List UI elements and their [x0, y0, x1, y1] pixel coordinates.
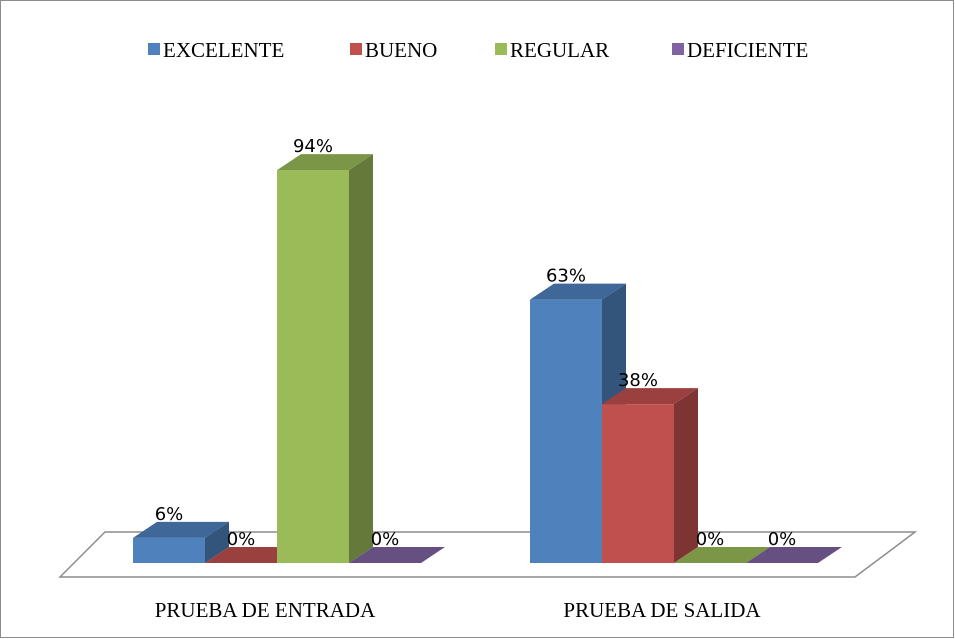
legend-swatch: [350, 43, 362, 55]
legend-label: REGULAR: [510, 38, 609, 62]
bar-top: [277, 154, 373, 171]
value-label: 0%: [371, 529, 400, 550]
bar-front: [530, 299, 602, 563]
category-label: PRUEBA DE SALIDA: [563, 598, 761, 622]
value-label: 0%: [768, 529, 797, 550]
bar-front: [602, 404, 674, 563]
bar-top: [530, 283, 626, 300]
value-label: 0%: [227, 529, 256, 550]
bar: [602, 388, 698, 563]
legend-label: EXCELENTE: [163, 38, 284, 62]
legend-swatch: [148, 43, 160, 55]
bar-side: [349, 154, 373, 563]
value-label: 0%: [696, 529, 725, 550]
bar: [746, 547, 842, 563]
category-label: PRUEBA DE ENTRADA: [155, 598, 376, 622]
bar: [349, 547, 445, 563]
legend-label: BUENO: [365, 38, 437, 62]
bar: [674, 547, 770, 563]
bar-side: [205, 521, 229, 563]
value-label: 94%: [293, 136, 333, 157]
bar-top: [602, 388, 698, 405]
legend-swatch: [495, 43, 507, 55]
floor: [58, 531, 918, 578]
bar-top: [674, 547, 770, 563]
bar-front: [277, 170, 349, 563]
bar-front: [133, 537, 205, 563]
bar: [530, 283, 626, 563]
legend-label: DEFICIENTE: [687, 38, 808, 62]
value-label: 38%: [618, 370, 658, 391]
bar-side: [674, 388, 698, 563]
bar-top: [746, 547, 842, 563]
bar-top: [133, 521, 229, 538]
bar-top: [349, 547, 445, 563]
bar: [277, 154, 373, 563]
value-label: 63%: [546, 266, 586, 287]
legend-swatch: [672, 43, 684, 55]
bar: [133, 521, 229, 563]
value-label: 6%: [155, 504, 184, 525]
